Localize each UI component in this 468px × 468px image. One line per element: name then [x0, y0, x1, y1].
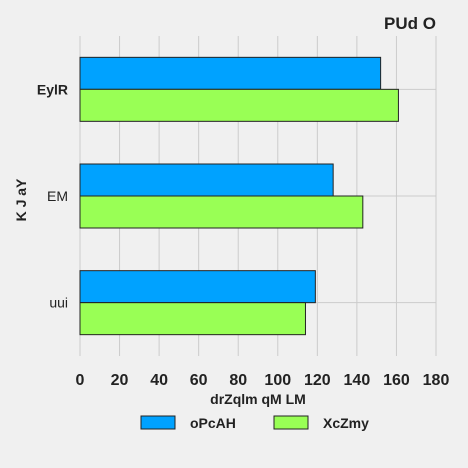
bar-2-uui	[79, 302, 306, 336]
x-axis-title: drZqlm qM LM	[210, 391, 306, 407]
bars	[79, 56, 399, 336]
y-axis-title: K J aY	[13, 178, 29, 221]
x-tick-label: 40	[150, 372, 168, 389]
x-tick-label: 180	[423, 372, 450, 389]
bar-1-EM	[79, 163, 334, 197]
bar-1-uui	[79, 270, 316, 304]
y-tick-label: EM	[47, 188, 68, 204]
legend-label-series-2: XcZmy	[323, 415, 369, 431]
y-tick-labels: EylR EM uui	[37, 81, 68, 310]
x-tick-label: 140	[344, 372, 371, 389]
chart-title: PUd O	[384, 14, 436, 33]
x-tick-label: 120	[304, 372, 331, 389]
x-tick-label: 80	[229, 372, 247, 389]
legend-swatch-series-2	[273, 415, 309, 430]
x-tick-label: 0	[76, 372, 85, 389]
legend-label-series-1: oPcAH	[190, 415, 236, 431]
x-tick-label: 20	[111, 372, 129, 389]
x-tick-labels: 0 20 40 60 80 100 120 140 160 180	[76, 372, 450, 389]
bar-2-EM	[79, 195, 364, 229]
legend: oPcAH XcZmy	[140, 415, 369, 431]
x-tick-label: 60	[190, 372, 208, 389]
y-tick-label: EylR	[37, 81, 68, 97]
bar-1-EylR	[79, 56, 382, 90]
y-tick-label: uui	[49, 295, 68, 311]
x-tick-label: 100	[264, 372, 291, 389]
legend-swatch-series-1	[140, 415, 176, 430]
bar-2-EylR	[79, 88, 399, 122]
x-tick-label: 160	[383, 372, 410, 389]
